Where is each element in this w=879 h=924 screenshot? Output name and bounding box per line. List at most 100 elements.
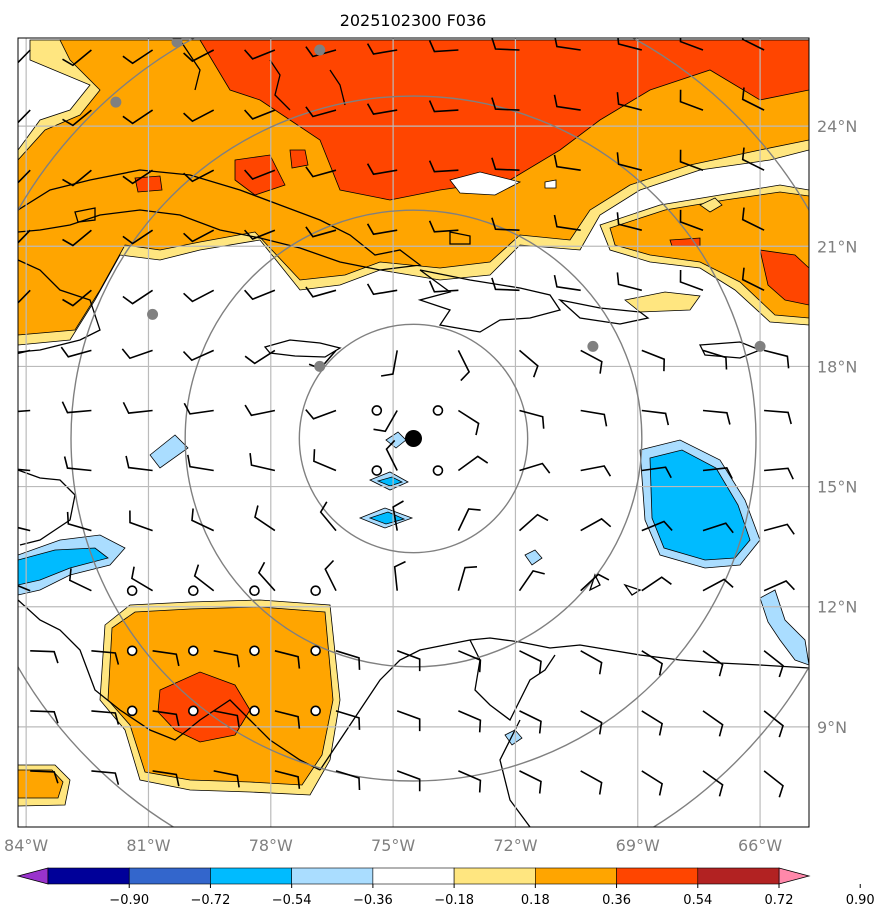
wind-barb bbox=[519, 650, 542, 674]
wind-barb bbox=[580, 650, 603, 675]
wind-barb bbox=[763, 770, 784, 798]
colorbar-segment bbox=[616, 867, 699, 885]
station-dot bbox=[147, 308, 159, 320]
wind-barb bbox=[580, 517, 612, 532]
wind-barb bbox=[491, 38, 520, 51]
wind-barb bbox=[428, 40, 459, 53]
wind-barb bbox=[741, 207, 765, 231]
wind-barb bbox=[457, 455, 489, 472]
wind-barb bbox=[183, 229, 215, 243]
wind-barb bbox=[679, 38, 704, 51]
wind-barb bbox=[30, 770, 59, 784]
station-dot bbox=[110, 96, 122, 108]
wind-barb bbox=[491, 157, 520, 171]
wind-barb bbox=[131, 566, 154, 592]
wind-barb bbox=[62, 289, 92, 307]
wind-barb bbox=[553, 94, 581, 111]
wind-barb bbox=[152, 650, 180, 667]
calm-marker bbox=[310, 585, 321, 597]
wind-barbs bbox=[18, 38, 795, 798]
wind-barb bbox=[518, 513, 549, 532]
wind-barb bbox=[30, 710, 59, 724]
latitude-label: 21°N bbox=[817, 237, 857, 256]
calm-marker bbox=[371, 405, 383, 416]
wind-barb bbox=[249, 453, 276, 472]
colorbar-tick-label: −0.72 bbox=[191, 893, 231, 908]
wind-barb bbox=[18, 289, 31, 304]
wind-barb bbox=[274, 710, 301, 729]
latitude-label: 15°N bbox=[817, 478, 857, 497]
wind-barb bbox=[702, 770, 724, 797]
wind-barb bbox=[187, 454, 214, 472]
wind-barb bbox=[702, 710, 724, 737]
wind-barb bbox=[763, 349, 790, 369]
wind-barb bbox=[18, 349, 31, 355]
wind-barb bbox=[319, 501, 337, 532]
wind-barb bbox=[580, 710, 603, 735]
wind-barb bbox=[741, 87, 765, 111]
latitude-label: 18°N bbox=[817, 357, 857, 376]
shaded-field-positive bbox=[18, 39, 809, 807]
wind-barb bbox=[679, 269, 704, 292]
calm-marker bbox=[310, 705, 321, 717]
wind-barb bbox=[702, 522, 734, 534]
wind-barb bbox=[457, 350, 471, 382]
latitude-labels: 24°N 21°N 18°N 15°N 12°N 9°N bbox=[817, 117, 857, 737]
wind-barb bbox=[553, 154, 581, 171]
wind-barb bbox=[274, 650, 301, 669]
wind-barb bbox=[191, 508, 215, 532]
range-ring bbox=[70, 95, 757, 782]
wind-barb bbox=[152, 710, 180, 727]
wind-barb bbox=[244, 49, 276, 60]
wind-barb bbox=[366, 163, 398, 176]
wind-barb bbox=[305, 106, 337, 118]
wind-barb bbox=[491, 277, 520, 292]
colorbar-segment bbox=[210, 867, 292, 885]
wind-barb bbox=[91, 770, 120, 785]
wind-barb bbox=[213, 650, 240, 668]
wind-barb bbox=[617, 38, 643, 51]
wind-barb bbox=[458, 650, 482, 673]
station-dot bbox=[587, 340, 599, 352]
wind-barb bbox=[554, 38, 581, 51]
colorbar-tick-label: −0.90 bbox=[109, 893, 149, 908]
wind-barb bbox=[213, 710, 240, 728]
wind-barb bbox=[519, 770, 542, 794]
wind-barb bbox=[518, 349, 539, 378]
wind-barb bbox=[183, 49, 215, 63]
wind-barb bbox=[335, 650, 361, 670]
calm-marker bbox=[188, 645, 199, 657]
wind-barb bbox=[641, 710, 663, 736]
wind-barb bbox=[183, 109, 215, 123]
wind-barb bbox=[428, 160, 459, 173]
wind-barb bbox=[616, 212, 642, 231]
colorbar-tick-label: −0.54 bbox=[272, 893, 312, 908]
wind-barb bbox=[763, 710, 784, 738]
wind-barb bbox=[396, 650, 421, 672]
wind-barb bbox=[18, 584, 31, 592]
wind-barb bbox=[457, 566, 478, 591]
wind-barb bbox=[254, 505, 276, 532]
wind-barb bbox=[122, 109, 154, 125]
station-markers bbox=[110, 38, 766, 372]
wind-barb bbox=[616, 92, 643, 111]
wind-barb bbox=[763, 650, 784, 678]
colorbar-tick-label: 0.54 bbox=[683, 893, 712, 908]
wind-barb bbox=[763, 580, 795, 592]
calm-marker bbox=[126, 705, 138, 717]
calm-marker bbox=[188, 585, 199, 597]
wind-barb bbox=[335, 770, 361, 791]
wind-barb bbox=[193, 564, 215, 592]
wind-barb bbox=[183, 402, 214, 415]
wind-barb bbox=[244, 229, 276, 241]
wind-barb bbox=[641, 349, 666, 372]
wind-barb bbox=[18, 49, 31, 64]
station-dot bbox=[171, 38, 183, 48]
wind-barb bbox=[91, 710, 120, 725]
colorbar-segment bbox=[453, 867, 536, 885]
wind-barb bbox=[580, 465, 612, 477]
wind-barb bbox=[393, 560, 406, 591]
colorbar-tick-label: 0.90 bbox=[846, 893, 875, 908]
storm-center-marker bbox=[405, 430, 422, 448]
colorbar-segment bbox=[535, 867, 617, 885]
